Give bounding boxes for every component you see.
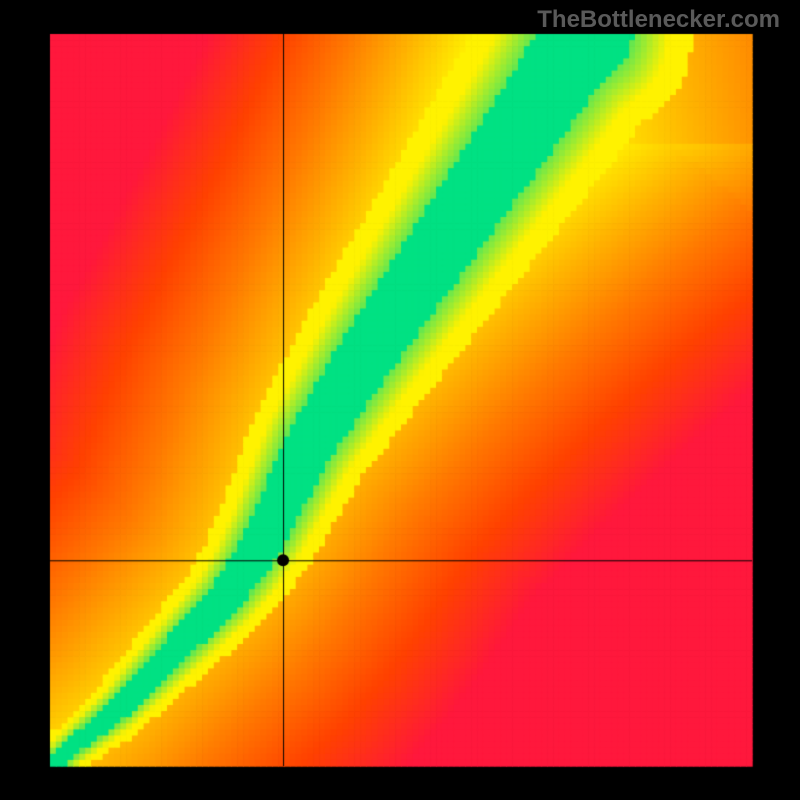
chart-container: TheBottlenecker.com [0, 0, 800, 800]
watermark-text: TheBottlenecker.com [537, 6, 780, 34]
bottleneck-heatmap [0, 0, 800, 800]
